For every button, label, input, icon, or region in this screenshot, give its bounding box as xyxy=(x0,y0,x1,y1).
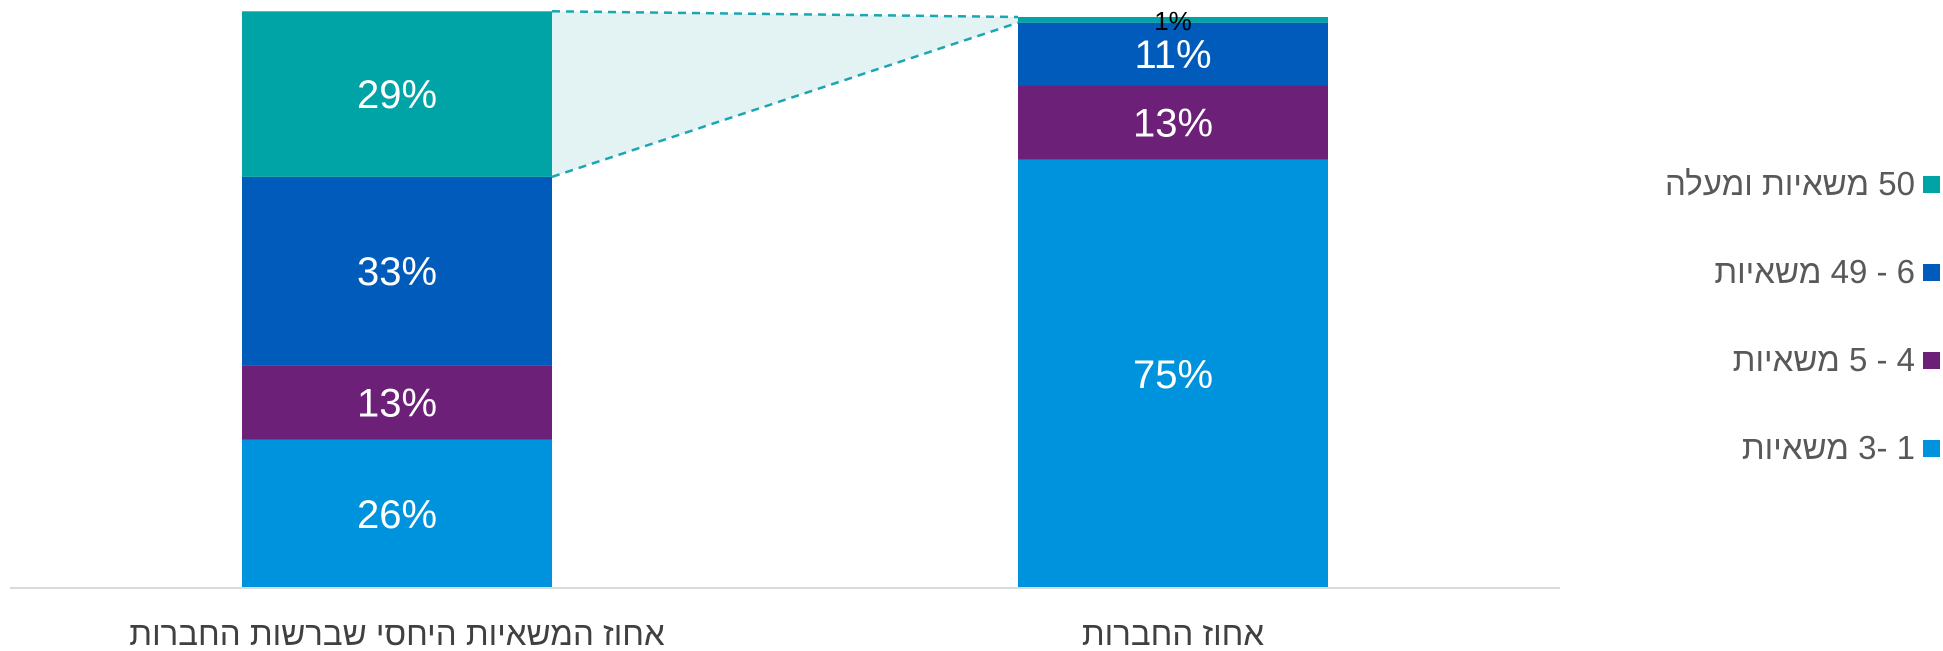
data-label: 29% xyxy=(357,73,437,117)
category-label: אחוז המשאיות היחסי שברשות החברות xyxy=(129,615,665,651)
legend-swatch xyxy=(1923,175,1940,193)
bar-segment xyxy=(1018,22,1328,86)
bar-segment xyxy=(1018,17,1328,23)
data-label: 13% xyxy=(357,381,437,425)
bar-segment xyxy=(242,11,552,177)
legend-label: 50 משאיות ומעלה xyxy=(1664,165,1915,202)
legend-label: 4 - 5 משאיות xyxy=(1732,341,1915,378)
data-label: 1% xyxy=(1154,6,1192,36)
connector-area xyxy=(552,11,1018,177)
legend: 50 משאיות ומעלה 6 - 49 משאיות 4 - 5 משאיות… xyxy=(1640,140,1940,492)
legend-item: 6 - 49 משאיות xyxy=(1640,228,1940,316)
bar-segment xyxy=(242,365,552,440)
legend-item: 4 - 5 משאיות xyxy=(1640,316,1940,404)
bar-segment xyxy=(1018,85,1328,160)
legend-swatch xyxy=(1923,351,1940,369)
labels-layer: 26% 13% 33% 29% 75% 13% 11%1% xyxy=(357,6,1213,537)
legend-swatch xyxy=(1923,263,1940,281)
connector-line xyxy=(551,21,1019,179)
data-label: 33% xyxy=(357,250,437,294)
legend-item: 50 משאיות ומעלה xyxy=(1640,140,1940,228)
connector-line xyxy=(551,10,1019,19)
legend-label: 6 - 49 משאיות xyxy=(1714,253,1915,290)
connector-layer xyxy=(551,10,1019,179)
data-label: 75% xyxy=(1133,353,1213,397)
bar-segment xyxy=(242,176,552,366)
category-label: אחוז החברות xyxy=(1082,615,1265,651)
legend-label: 1 -3 משאיות xyxy=(1741,429,1915,466)
bars-layer xyxy=(242,11,1328,588)
legend-swatch xyxy=(1923,439,1940,457)
data-label: 11% xyxy=(1134,33,1211,77)
bar-segment xyxy=(1018,159,1328,588)
legend-item: 1 -3 משאיות xyxy=(1640,404,1940,492)
category-labels: אחוז המשאיות היחסי שברשות החברות אחוז החב… xyxy=(129,615,1264,651)
data-label: 26% xyxy=(357,493,437,537)
data-label: 13% xyxy=(1133,102,1213,146)
bar-segment xyxy=(242,439,552,588)
